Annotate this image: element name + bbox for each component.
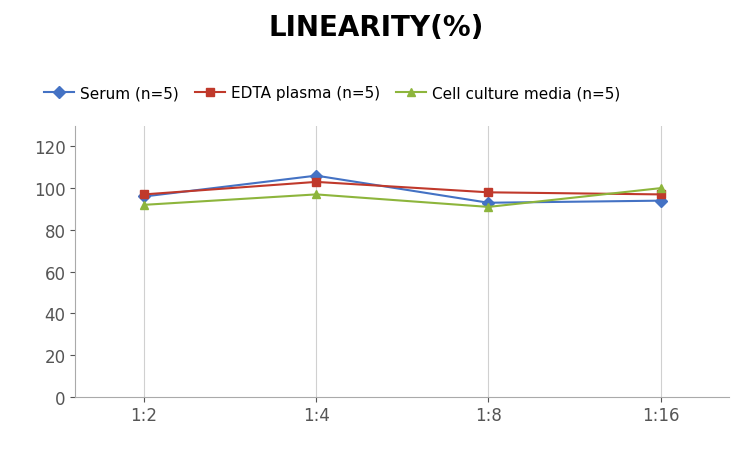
EDTA plasma (n=5) xyxy=(484,190,493,196)
Cell culture media (n=5) xyxy=(140,202,149,208)
EDTA plasma (n=5) xyxy=(140,192,149,198)
Text: LINEARITY(%): LINEARITY(%) xyxy=(268,14,484,41)
Line: Cell culture media (n=5): Cell culture media (n=5) xyxy=(140,184,665,212)
Serum (n=5) xyxy=(484,201,493,206)
Serum (n=5) xyxy=(312,174,321,179)
Legend: Serum (n=5), EDTA plasma (n=5), Cell culture media (n=5): Serum (n=5), EDTA plasma (n=5), Cell cul… xyxy=(38,80,626,107)
Cell culture media (n=5) xyxy=(484,205,493,210)
Cell culture media (n=5) xyxy=(312,192,321,198)
EDTA plasma (n=5) xyxy=(656,192,665,198)
Line: Serum (n=5): Serum (n=5) xyxy=(140,172,665,207)
Serum (n=5) xyxy=(656,198,665,204)
Cell culture media (n=5) xyxy=(656,186,665,191)
Serum (n=5) xyxy=(140,194,149,200)
EDTA plasma (n=5) xyxy=(312,180,321,185)
Line: EDTA plasma (n=5): EDTA plasma (n=5) xyxy=(140,178,665,199)
